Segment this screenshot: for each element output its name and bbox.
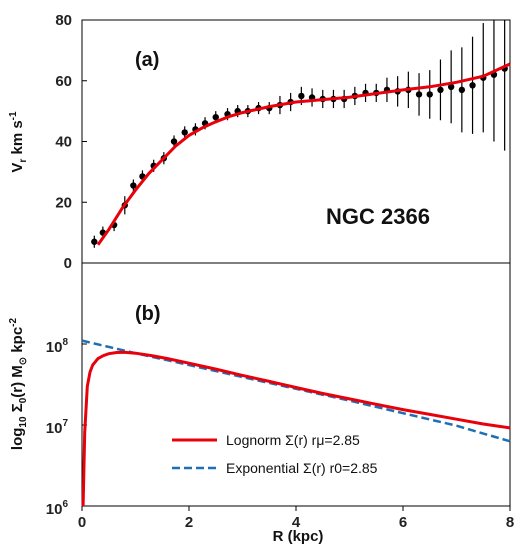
x-tick-label: 2 bbox=[185, 514, 193, 531]
x-tick-label: 6 bbox=[399, 514, 407, 531]
data-point bbox=[469, 82, 476, 89]
panel-a-y-tick-label: 80 bbox=[55, 12, 72, 29]
data-point bbox=[298, 92, 305, 100]
x-tick-label: 8 bbox=[506, 514, 514, 531]
panel-b-label: (b) bbox=[135, 303, 161, 325]
panel-a-y-tick-label: 60 bbox=[55, 73, 72, 90]
panel-a-label: (a) bbox=[135, 49, 159, 71]
panel-a: 0 20 40 60 80 (a) NGC 2366 Vr km s-1 bbox=[8, 12, 511, 272]
panel-b-y-tick-label: 108 bbox=[46, 337, 69, 356]
panel-b-y-tick-label: 107 bbox=[46, 418, 69, 437]
panel-a-y-tick-label: 20 bbox=[55, 194, 72, 211]
data-point bbox=[170, 138, 178, 145]
panel-b-y-tick-label: 106 bbox=[46, 499, 69, 518]
x-axis-label: R (kpc) bbox=[273, 528, 324, 545]
x-tick-label: 0 bbox=[78, 514, 86, 531]
data-point bbox=[415, 91, 423, 98]
panel-b-y-ticks: 106 107 108 bbox=[46, 337, 87, 518]
data-point bbox=[437, 86, 444, 94]
data-point bbox=[458, 86, 466, 94]
data-point bbox=[181, 129, 188, 136]
legend-lognorm-label: Lognorm Σ(r) rμ=2.85 bbox=[226, 432, 360, 448]
legend-exponential-label: Exponential Σ(r) r0=2.85 bbox=[226, 460, 378, 476]
panel-a-y-axis-label: Vr km s-1 bbox=[8, 111, 29, 173]
panel-a-y-tick-label: 40 bbox=[55, 134, 72, 151]
galaxy-name-annotation: NGC 2366 bbox=[326, 204, 430, 229]
lognorm-series-line bbox=[81, 350, 511, 507]
panel-a-model-curve bbox=[96, 62, 511, 246]
data-point bbox=[426, 91, 433, 98]
data-point bbox=[447, 83, 455, 91]
data-point bbox=[130, 182, 137, 189]
data-point bbox=[91, 238, 98, 245]
panel-b: 106 107 108 0 2 4 6 8 (b) log10 Σ0(r) M⊙ kpc-2… bbox=[8, 262, 514, 545]
panel-a-points bbox=[91, 65, 508, 245]
x-tick-label: 4 bbox=[292, 514, 301, 531]
panel-b-y-axis-label: log10 Σ0(r) M⊙ kpc-2 bbox=[8, 317, 29, 450]
x-axis-ticks: 0 2 4 6 8 bbox=[78, 506, 514, 531]
panel-a-y-tick-label: 0 bbox=[64, 255, 72, 272]
data-point bbox=[212, 114, 219, 121]
legend: Lognorm Σ(r) rμ=2.85 Exponential Σ(r) r0… bbox=[172, 432, 378, 476]
panel-a-y-ticks: 0 20 40 60 80 bbox=[55, 12, 87, 272]
